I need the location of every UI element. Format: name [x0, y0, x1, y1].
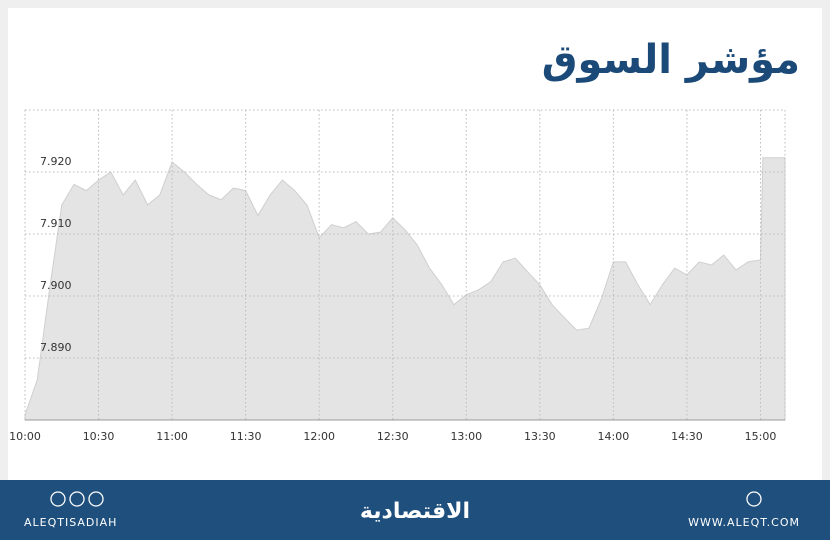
- y-tick-label: 7.890: [40, 341, 72, 354]
- footer-logo: الاقتصادية: [360, 499, 470, 524]
- chart-title: مؤشر السوق: [542, 37, 800, 83]
- x-tick-label: 13:00: [450, 430, 482, 443]
- y-tick-label: 7.910: [40, 217, 72, 230]
- x-tick-label: 12:00: [303, 430, 335, 443]
- plot: 7.890 7.900 7.910 7.920 10:00 10:30 11:00 11:30…: [9, 109, 786, 443]
- x-tick-label: 10:30: [83, 430, 115, 443]
- x-tick-label: 11:30: [230, 430, 262, 443]
- y-tick-label: 7.900: [40, 279, 72, 292]
- footer-band: [0, 480, 830, 540]
- x-tick-label: 15:00: [745, 430, 777, 443]
- social-icons: [50, 491, 762, 507]
- footer-website: WWW.ALEQT.COM: [688, 516, 800, 529]
- footer-handle: ALEQTISADIAH: [24, 516, 117, 529]
- y-tick-label: 7.920: [40, 155, 72, 168]
- x-tick-label: 14:30: [671, 430, 703, 443]
- x-tick-label: 10:00: [9, 430, 41, 443]
- x-tick-label: 12:30: [377, 430, 409, 443]
- x-tick-label: 11:00: [156, 430, 188, 443]
- x-tick-label: 13:30: [524, 430, 556, 443]
- area: [24, 157, 786, 421]
- x-tick-label: 14:00: [598, 430, 630, 443]
